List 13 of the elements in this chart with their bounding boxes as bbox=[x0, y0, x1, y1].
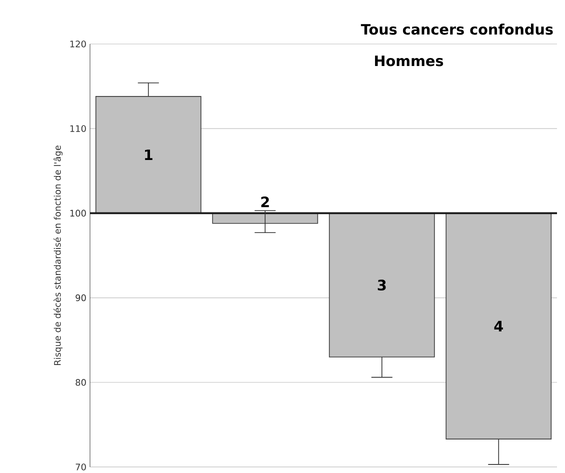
y-tick-label: 90 bbox=[76, 294, 86, 302]
x-tick-label: 1 bbox=[145, 150, 152, 160]
y-tick-label: 100 bbox=[70, 210, 86, 217]
chart-title: Tous cancers confondus bbox=[360, 24, 553, 35]
y-axis-title: Risque de décès standardisé en fonction de l'âge bbox=[53, 146, 63, 365]
y-tick-label: 70 bbox=[76, 464, 86, 470]
y-tick-label: 120 bbox=[70, 40, 86, 48]
y-tick-label: 80 bbox=[76, 378, 86, 386]
x-tick-label: 3 bbox=[378, 280, 386, 291]
x-tick-label: 2 bbox=[261, 196, 269, 208]
x-tick-label: 4 bbox=[494, 320, 503, 332]
text: Hommes bbox=[375, 56, 444, 66]
y-tick-label: 110 bbox=[70, 125, 86, 132]
